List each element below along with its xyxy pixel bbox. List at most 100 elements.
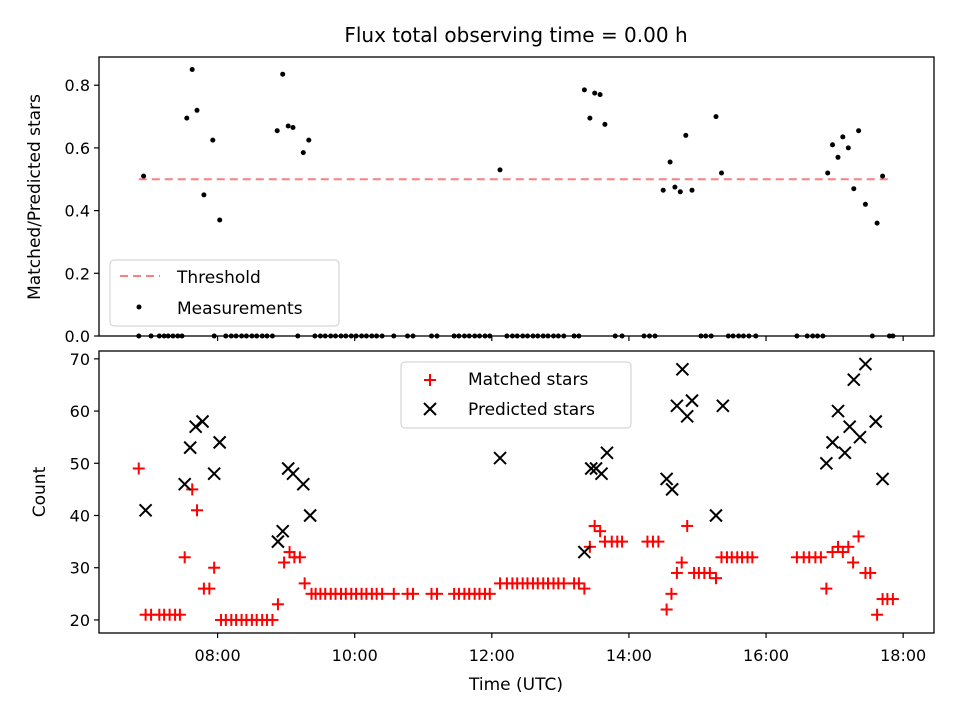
legend-measurements-swatch [136,304,142,310]
predicted-star-point [709,508,723,523]
matched-star-point [670,566,683,579]
matched-star-point [271,598,284,611]
bottom-y-tick-label: 30 [70,559,90,578]
top-y-tick-label: 0.0 [65,327,90,346]
legend-matched-swatch [424,374,436,386]
top-x-ticks [217,336,904,341]
bottom-x-tick-label: 14:00 [606,646,652,665]
predicted-star-point [675,362,690,376]
matched-star-point [871,608,884,621]
matched-star-point [298,577,311,590]
matched-star-point [572,577,585,590]
measurement-point [689,187,695,193]
measurement-point [719,170,724,176]
predicted-star-point [594,467,609,481]
predicted-star-point [869,414,883,429]
measurement-point [581,87,587,93]
measurement-point [184,115,190,121]
predicted-star-point [838,446,852,460]
predicted-star-point [716,399,730,413]
matched-star-point [616,535,629,548]
predicted-star-point [847,373,861,387]
matched-star-point [746,551,759,564]
measurement-point [845,145,851,151]
bottom-legend: Matched stars Predicted stars [400,361,632,429]
matched-star-point [847,556,860,569]
matched-star-point [660,603,673,616]
predicted-star-point [670,399,684,413]
predicted-star-point [303,508,317,523]
bottom-x-tick-label: 12:00 [469,646,515,665]
predicted-star-point [577,545,592,559]
measurement-point [217,217,223,223]
matched-star-point [820,582,833,595]
measurement-point [667,159,673,165]
matched-star-point [266,613,279,626]
matched-star-point [836,546,849,559]
predicted-star-point [819,456,834,470]
top-y-ticks: 0.0 0.2 0.4 0.6 0.8 [65,76,99,346]
predicted-star-point [853,430,867,444]
bottom-axes-frame [98,350,935,634]
measurement-point [497,167,503,173]
measurement-point [274,128,280,134]
matched-star-point [293,551,306,564]
predicted-star-point [271,534,285,549]
bottom-y-tick-label: 60 [70,402,90,421]
matched-star-point [842,540,855,553]
top-legend-box [109,259,340,327]
legend-measurements-label: Measurements [177,299,303,319]
measurement-point [290,125,296,130]
measurement-point [201,192,207,198]
legend-matched-label: Matched stars [468,370,588,390]
matched-star-point [652,535,665,548]
matched-star-point [191,504,204,517]
measurement-point [194,107,200,113]
measurement-point [851,186,857,192]
predicted-star-point [680,409,694,423]
measurement-point [189,67,195,72]
matched-star-point [594,525,607,538]
predicted-star-point [286,467,300,481]
top-axes-frame [98,56,935,337]
measurement-point [597,92,603,98]
bottom-y-tick-label: 20 [70,611,90,630]
matched-star-point [483,587,496,600]
predicted-star-point [188,420,203,434]
measurement-point [602,121,608,127]
measurement-point [856,128,862,134]
matched-star-point [208,561,221,574]
measurement-point [210,137,216,143]
measurement-point [862,201,868,207]
top-y-tick-label: 0.6 [65,139,90,158]
measurement-point [874,220,880,226]
matched-star-point [826,546,839,559]
measurement-point [592,90,598,96]
predicted-star-point [584,461,598,476]
bottom-legend-box [400,361,632,429]
predicted-star-point [875,472,890,486]
matched-star-point [132,462,145,475]
predicted-star-point [296,477,311,491]
predicted-star-point [276,524,290,538]
matched-star-point [578,582,591,595]
matched-star-point [203,582,216,595]
bottom-y-axis-label: Count [30,466,50,517]
predicted-star-point [831,404,845,418]
measurement-point [880,173,886,179]
top-y-axis-label: Matched/Predicted stars [25,94,45,300]
measurement-point [672,184,678,190]
measurement-point [835,154,841,160]
predicted-star-point [685,393,699,408]
bottom-y-tick-label: 50 [70,454,90,473]
predicted-star-point [600,446,614,460]
matched-star-point [406,587,419,600]
predicted-star-point [183,440,197,455]
measurement-point [683,132,689,138]
measurement-point [300,150,306,156]
bottom-y-tick-label: 70 [70,350,90,369]
bottom-x-tick-label: 16:00 [743,646,789,665]
matched-star-point [173,608,186,621]
